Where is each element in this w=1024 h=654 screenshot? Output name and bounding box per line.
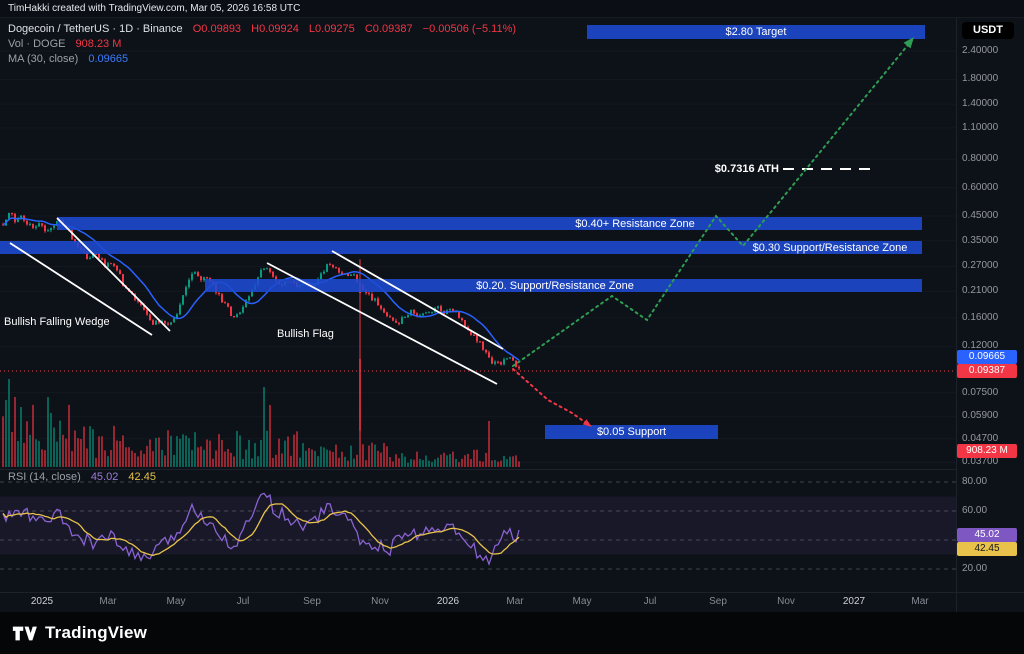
volume-legend[interactable]: Vol · DOGE 908.23 M — [8, 38, 121, 50]
volume-value: 908.23 M — [75, 38, 122, 50]
price-tick: 1.80000 — [962, 73, 999, 85]
price-tick: 0.03700 — [962, 456, 999, 468]
target-annotation[interactable]: $2.80 Target — [725, 26, 787, 38]
support-resistance-zone-030-annotation[interactable]: $0.30 Support/Resistance Zone — [752, 242, 908, 254]
ohlc-close: C0.09387 — [364, 23, 413, 35]
time-tick: May — [572, 596, 592, 607]
price-tick: 2.40000 — [962, 45, 999, 56]
price-tick: 0.45000 — [962, 210, 999, 222]
ma-value: 0.09665 — [88, 53, 129, 65]
time-tick: May — [166, 596, 186, 607]
rsi-label: RSI (14, close) — [8, 471, 81, 483]
bull-flag-annotation[interactable]: Bullish Flag — [277, 328, 334, 340]
time-tick: Jul — [236, 596, 250, 607]
footer-bar: TradingView — [0, 612, 1024, 654]
rsi-tick: 60.00 — [962, 505, 988, 516]
time-tick: Mar — [911, 596, 929, 607]
ma-price-axis-label: 0.09665 — [957, 350, 1017, 364]
symbol-title[interactable]: Dogecoin / TetherUS · 1D · Binance — [8, 23, 183, 35]
tradingview-logo-icon — [12, 626, 37, 640]
support-005-annotation[interactable]: $0.05 Support — [596, 426, 667, 438]
currency-toggle-button[interactable]: USDT — [962, 22, 1014, 39]
price-tick: 0.27000 — [962, 260, 999, 272]
price-tick: 0.12000 — [962, 340, 999, 352]
price-tick: 0.16000 — [962, 311, 999, 323]
price-tick: 0.60000 — [962, 181, 999, 193]
ohlc-high: H0.09924 — [251, 23, 299, 35]
time-tick: Jul — [643, 596, 657, 607]
rsi-legend[interactable]: RSI (14, close) 45.02 42.45 — [8, 471, 156, 483]
ohlc-low: L0.09275 — [308, 23, 355, 35]
volume-axis-label: 908.23 M — [957, 444, 1017, 458]
ma-label: MA (30, close) — [8, 53, 79, 65]
support-resistance-zone-020-annotation[interactable]: $0.20. Support/Resistance Zone — [476, 280, 634, 292]
price-tick: 0.04700 — [962, 432, 999, 444]
tradingview-wordmark: TradingView — [45, 623, 148, 642]
time-tick: 2027 — [842, 596, 866, 607]
time-tick: 2025 — [30, 596, 54, 607]
rsi-tick: 20.00 — [962, 563, 988, 574]
time-tick: 2026 — [436, 596, 460, 607]
falling-wedge-annotation[interactable]: Bullish Falling Wedge — [4, 316, 110, 328]
price-tick: 0.05900 — [962, 410, 999, 422]
ohlc-change: −0.00506 (−5.11%) — [422, 23, 517, 35]
price-tick: 1.40000 — [962, 98, 999, 110]
rsi-ma-axis-label: 42.45 — [957, 542, 1017, 556]
time-tick: Sep — [303, 596, 321, 607]
price-axis[interactable]: 2.40000 1.80000 1.40000 1.10000 0.80000 0.600… — [956, 0, 1024, 612]
price-tick: 0.07500 — [962, 386, 999, 398]
rsi-tick: 80.00 — [962, 476, 988, 487]
time-tick: Sep — [709, 596, 727, 607]
rsi-axis-label: 45.02 — [957, 528, 1017, 542]
ohlc-open: O0.09893 — [192, 23, 242, 35]
price-tick: 0.35000 — [962, 234, 999, 246]
rsi-ma-value: 42.45 — [128, 471, 156, 483]
ma-legend[interactable]: MA (30, close) 0.09665 — [8, 53, 128, 65]
price-tick: 0.21000 — [962, 285, 999, 297]
ath-annotation[interactable]: $0.7316 ATH — [714, 163, 779, 175]
last-price-axis-label: 0.09387 — [957, 364, 1017, 378]
price-tick: 0.80000 — [962, 153, 999, 165]
resistance-zone-040-annotation[interactable]: $0.40+ Resistance Zone — [575, 218, 695, 230]
attribution-text: TimHakki created with TradingView.com, M… — [8, 3, 301, 14]
time-tick: Nov — [777, 596, 795, 607]
attribution-bar: TimHakki created with TradingView.com, M… — [0, 0, 1024, 18]
price-tick: 1.10000 — [962, 121, 999, 133]
symbol-legend[interactable]: Dogecoin / TetherUS · 1D · Binance O0.09… — [8, 23, 516, 35]
time-tick: Mar — [506, 596, 524, 607]
rsi-value: 45.02 — [90, 471, 119, 483]
volume-label: Vol · DOGE — [8, 38, 66, 50]
time-tick: Nov — [371, 596, 389, 607]
time-tick: Mar — [99, 596, 117, 607]
time-axis[interactable]: 2025 Mar May Jul Sep Nov 2026 Mar May Jul Sep Nov 20… — [0, 596, 956, 612]
